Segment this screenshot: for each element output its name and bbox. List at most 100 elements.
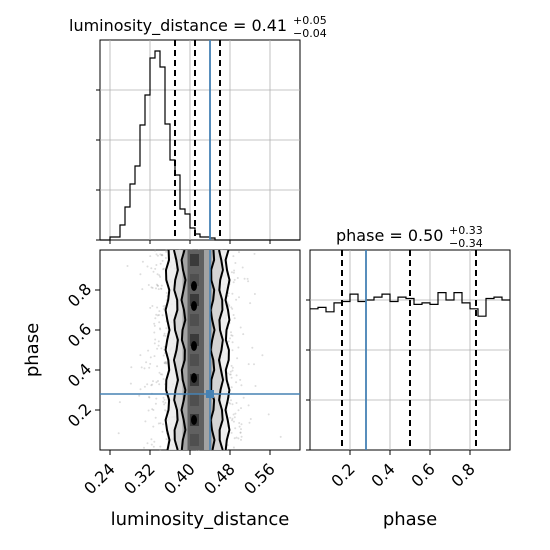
scatter-point: [155, 264, 158, 266]
scatter-point: [239, 378, 242, 381]
scatter-point: [152, 425, 155, 428]
scatter-point: [238, 251, 240, 254]
scatter-point: [254, 385, 257, 387]
scatter-point: [162, 267, 165, 270]
scatter-point: [144, 420, 147, 423]
scatter-point: [164, 409, 167, 412]
scatter-point: [152, 380, 154, 383]
scatter-point: [162, 423, 165, 426]
scatter-point: [231, 369, 234, 372]
scatter-point: [229, 370, 232, 373]
scatter-point: [141, 288, 144, 291]
scatter-point: [232, 271, 235, 274]
scatter-point: [234, 262, 237, 264]
scatter-point: [145, 361, 148, 364]
scatter-point: [267, 413, 270, 416]
scatter-point: [161, 254, 164, 257]
scatter-point: [162, 305, 165, 308]
scatter-point: [229, 416, 232, 419]
scatter-point: [160, 253, 163, 256]
scatter-point: [228, 373, 231, 376]
scatter-point: [240, 384, 243, 387]
scatter-point: [163, 345, 166, 348]
scatter-point: [163, 362, 166, 364]
scatter-point: [151, 286, 154, 289]
scatter-point: [233, 437, 236, 440]
x-axis-label-phase: phase: [383, 509, 437, 530]
density-contour: [217, 249, 225, 451]
scatter-point: [153, 322, 156, 325]
scatter-point: [130, 366, 133, 369]
scatter-point: [232, 314, 235, 316]
scatter-point: [149, 306, 152, 309]
scatter-point: [151, 408, 154, 411]
scatter-point: [231, 334, 234, 337]
scatter-point: [162, 354, 165, 357]
scatter-point: [148, 396, 150, 398]
scatter-point: [230, 334, 233, 337]
phase-x-tick-label: 0.2: [327, 459, 358, 490]
scatter-point: [151, 305, 154, 307]
scatter-point: [235, 402, 238, 404]
scatter-point: [141, 260, 144, 263]
scatter-point: [235, 436, 238, 439]
density-cell: [190, 354, 199, 366]
scatter-point: [129, 382, 132, 385]
density-cell: [190, 314, 199, 326]
scatter-point: [149, 255, 152, 258]
scatter-point: [154, 416, 157, 419]
scatter-point: [230, 386, 233, 389]
scatter-point: [229, 337, 231, 340]
scatter-point: [235, 374, 238, 377]
density-cell: [190, 334, 199, 346]
scatter-point: [149, 362, 152, 365]
scatter-point: [139, 273, 142, 276]
scatter-point: [232, 255, 235, 258]
density-contour-island: [191, 301, 197, 311]
scatter-point: [230, 376, 233, 379]
scatter-point: [146, 442, 149, 445]
scatter-point: [159, 422, 162, 425]
scatter-point: [231, 307, 234, 310]
scatter-point: [162, 308, 165, 311]
scatter-point: [162, 334, 165, 337]
scatter-point: [151, 383, 154, 386]
scatter-point: [160, 254, 163, 257]
scatter-point: [147, 284, 150, 286]
scatter-point: [240, 423, 243, 426]
density-cell: [190, 254, 199, 266]
scatter-point: [158, 371, 161, 374]
phase-x-tick-label: 0.8: [447, 459, 478, 490]
scatter-point: [230, 331, 232, 334]
scatter-point: [238, 425, 241, 428]
scatter-point: [153, 324, 156, 327]
truth-marker: [206, 390, 214, 398]
scatter-point: [164, 401, 167, 404]
scatter-point: [248, 421, 251, 424]
scatter-point: [231, 403, 234, 406]
scatter-point: [236, 277, 239, 279]
scatter-point: [159, 327, 161, 330]
scatter-point: [242, 396, 245, 399]
scatter-point: [241, 266, 244, 269]
scatter-point: [235, 381, 238, 384]
scatter-point: [160, 287, 163, 290]
scatter-point: [230, 431, 233, 434]
scatter-point: [253, 252, 256, 255]
scatter-point: [156, 306, 159, 309]
scatter-point: [230, 271, 233, 274]
scatter-point: [155, 283, 158, 286]
scatter-point: [153, 331, 156, 334]
scatter-point: [231, 349, 234, 352]
scatter-point: [164, 362, 166, 365]
scatter-point: [148, 396, 151, 399]
scatter-point: [159, 373, 162, 376]
scatter-point: [140, 366, 143, 369]
density-contour-island: [191, 373, 197, 383]
density-contour-island: [191, 415, 197, 425]
scatter-point: [232, 413, 235, 416]
scatter-point: [159, 253, 162, 256]
scatter-point: [139, 354, 142, 357]
scatter-point: [156, 273, 159, 276]
scatter-point: [240, 428, 242, 431]
